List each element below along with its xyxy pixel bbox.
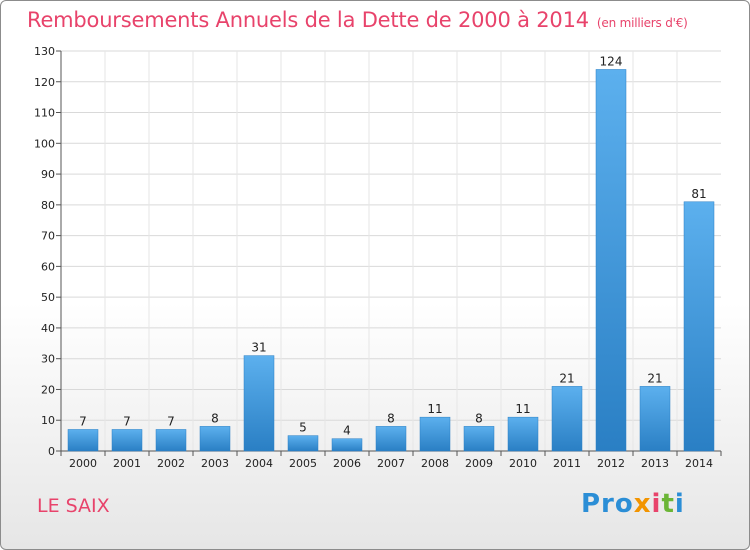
y-tick-label: 30 bbox=[41, 353, 55, 366]
x-tick-label-2002: 2002 bbox=[157, 457, 185, 470]
y-tick-label: 110 bbox=[34, 107, 55, 120]
y-tick-label: 20 bbox=[41, 383, 55, 396]
x-tick-label-2001: 2001 bbox=[113, 457, 141, 470]
x-tick-label-2012: 2012 bbox=[597, 457, 625, 470]
x-tick-labels: 2000 2001 2002 2003 2004 2005 2006 2007 2008 2009… bbox=[69, 457, 713, 470]
bar-2007 bbox=[375, 426, 407, 452]
bar-2009 bbox=[463, 426, 495, 452]
x-tick-label-2010: 2010 bbox=[509, 457, 537, 470]
value-label-2001: 7 bbox=[123, 414, 131, 428]
x-tick-label-2006: 2006 bbox=[333, 457, 361, 470]
x-tick-label-2008: 2008 bbox=[421, 457, 449, 470]
bar-2005 bbox=[287, 435, 319, 452]
value-label-2002: 7 bbox=[167, 414, 175, 428]
x-tick-label-2007: 2007 bbox=[377, 457, 405, 470]
bar-2013 bbox=[639, 386, 671, 452]
value-label-2005: 5 bbox=[299, 421, 307, 435]
bar-2014 bbox=[683, 201, 715, 452]
bar-2004 bbox=[243, 355, 275, 452]
x-tick-label-2013: 2013 bbox=[641, 457, 669, 470]
value-label-2007: 8 bbox=[387, 411, 395, 425]
x-tick-label-2014: 2014 bbox=[685, 457, 713, 470]
bar-2003 bbox=[199, 426, 231, 452]
bars bbox=[67, 69, 715, 452]
chart-title-text: Remboursements Annuels de la Dette de 20… bbox=[27, 8, 589, 32]
bar-2011 bbox=[551, 386, 583, 452]
bar-2002 bbox=[155, 429, 187, 452]
value-label-2000: 7 bbox=[79, 414, 87, 428]
bar-2000 bbox=[67, 429, 99, 452]
y-tick-label: 80 bbox=[41, 199, 55, 212]
bar-2006 bbox=[331, 438, 363, 452]
value-label-2006: 4 bbox=[343, 424, 351, 438]
proxiti-logo: Proxiti bbox=[581, 489, 685, 519]
x-tick-label-2009: 2009 bbox=[465, 457, 493, 470]
x-tick-label-2005: 2005 bbox=[289, 457, 317, 470]
bar-2008 bbox=[419, 416, 451, 452]
y-tick-label: 60 bbox=[41, 260, 55, 273]
y-tick-label: 120 bbox=[34, 76, 55, 89]
value-label-2011: 21 bbox=[559, 371, 574, 385]
x-tick-label-2011: 2011 bbox=[553, 457, 581, 470]
value-label-2009: 8 bbox=[475, 411, 483, 425]
commune-name: LE SAIX bbox=[37, 495, 110, 517]
value-label-2013: 21 bbox=[647, 371, 662, 385]
bar-2010 bbox=[507, 416, 539, 452]
x-tick-label-2004: 2004 bbox=[245, 457, 273, 470]
chart-title: Remboursements Annuels de la Dette de 20… bbox=[27, 8, 688, 32]
x-tick-label-2003: 2003 bbox=[201, 457, 229, 470]
value-label-2010: 11 bbox=[515, 402, 530, 416]
y-tick-label: 90 bbox=[41, 168, 55, 181]
y-tick-label: 0 bbox=[48, 445, 55, 458]
y-tick-label: 10 bbox=[41, 414, 55, 427]
y-tick-label: 70 bbox=[41, 230, 55, 243]
value-label-2014: 81 bbox=[691, 187, 706, 201]
x-tick-label-2000: 2000 bbox=[69, 457, 97, 470]
value-label-2003: 8 bbox=[211, 411, 219, 425]
value-label-2004: 31 bbox=[251, 341, 266, 355]
y-tick-label: 50 bbox=[41, 291, 55, 304]
bar-2012 bbox=[595, 69, 627, 452]
y-tick-label: 100 bbox=[34, 137, 55, 150]
chart-unit: (en milliers d'€) bbox=[596, 16, 688, 30]
y-tick-labels: 0 10 20 30 40 50 60 70 80 90 100 110 120 130 bbox=[34, 45, 55, 458]
value-label-2012: 124 bbox=[600, 54, 623, 68]
value-label-2008: 11 bbox=[427, 402, 442, 416]
y-tick-label: 130 bbox=[34, 45, 55, 58]
y-tick-label: 40 bbox=[41, 322, 55, 335]
bar-2001 bbox=[111, 429, 143, 452]
